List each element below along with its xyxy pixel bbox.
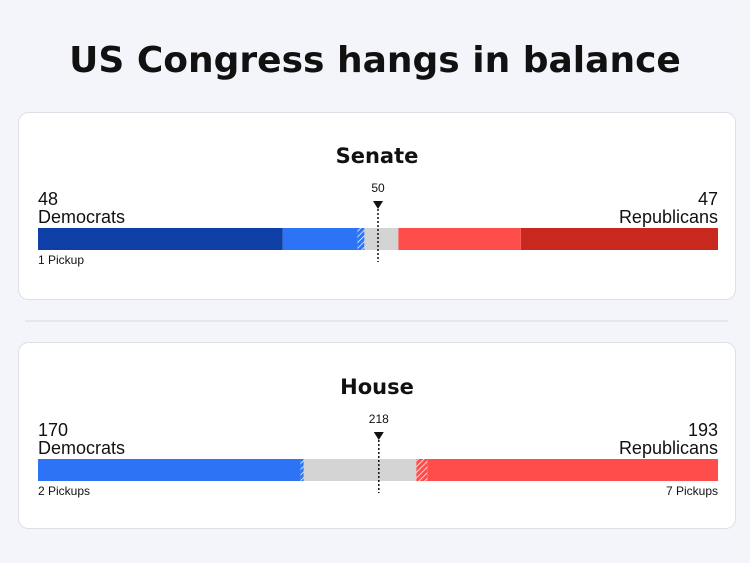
right-segment: [427, 459, 718, 481]
left-segment: [357, 228, 365, 250]
left-segment: [300, 459, 304, 481]
majority-arrow: [373, 201, 383, 209]
majority-label: 218: [369, 412, 389, 426]
majority-arrow: [373, 432, 384, 440]
right-total: 47: [698, 189, 718, 209]
right-segment: [520, 228, 718, 250]
chart-title: House: [340, 375, 414, 399]
left-name: Democrats: [38, 438, 125, 458]
left-total: 48: [38, 189, 58, 209]
right-name: Republicans: [619, 438, 718, 458]
undecided-segment: [364, 228, 399, 250]
right-total: 193: [688, 420, 718, 440]
right-name: Republicans: [619, 207, 718, 227]
chart-title: Senate: [336, 144, 419, 168]
right-segment: [398, 228, 521, 250]
left-total: 170: [38, 420, 68, 440]
left-name: Democrats: [38, 207, 125, 227]
page-title: US Congress hangs in balance: [69, 40, 681, 81]
left-pickups: 2 Pickups: [38, 484, 90, 498]
left-pickups: 1 Pickup: [38, 253, 84, 267]
right-segment: [416, 459, 428, 481]
left-segment: [282, 228, 358, 250]
left-segment: [38, 228, 283, 250]
undecided-segment: [303, 459, 417, 481]
left-segment: [38, 459, 301, 481]
right-pickups: 7 Pickups: [666, 484, 718, 498]
majority-label: 50: [371, 181, 385, 195]
